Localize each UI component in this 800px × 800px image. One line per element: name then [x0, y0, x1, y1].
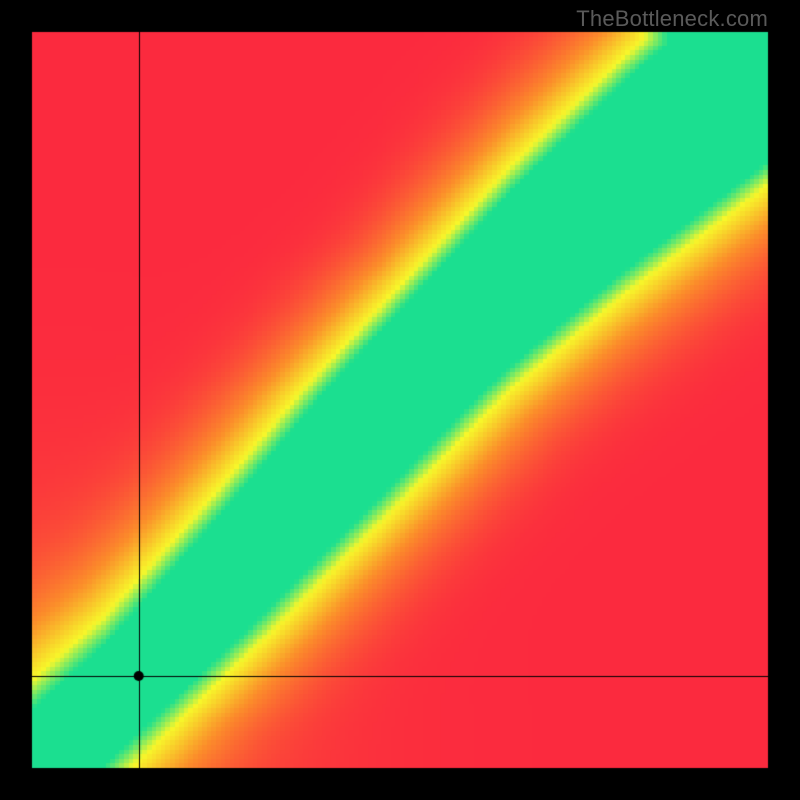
bottleneck-heatmap [0, 0, 800, 800]
watermark-label: TheBottleneck.com [576, 6, 768, 32]
chart-container: TheBottleneck.com [0, 0, 800, 800]
